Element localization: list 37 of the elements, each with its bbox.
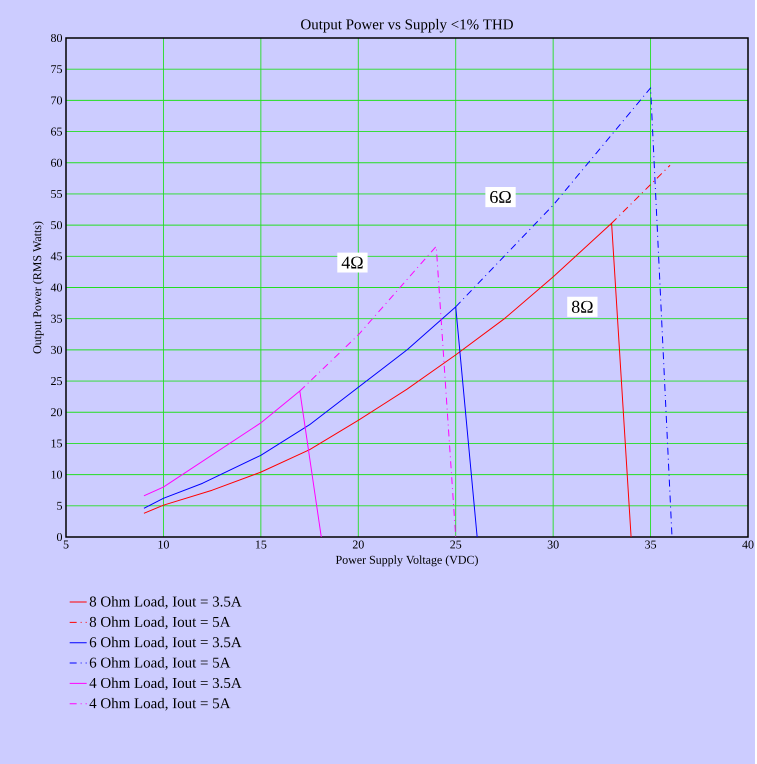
y-tick-label: 55 — [51, 190, 62, 198]
x-tick-label: 15 — [256, 540, 266, 549]
y-tick-label: 60 — [50, 158, 62, 167]
chart-title: Output Power vs Supply <1% THD — [300, 18, 513, 32]
legend-label: 8 Ohm Load, Iout = 5A — [90, 616, 230, 630]
y-tick-label: 35 — [50, 314, 62, 323]
x-tick-label: 10 — [158, 540, 169, 549]
legend-label: 4 Ohm Load, Iout = 3.5A — [89, 677, 242, 690]
y-tick-label: 15 — [51, 439, 62, 448]
y-tick-label: 0 — [56, 532, 62, 542]
x-axis-title: Power Supply Voltage (VDC) — [336, 555, 478, 566]
x-tick-label: 30 — [548, 540, 559, 549]
y-tick-label: 25 — [50, 377, 62, 386]
y-tick-label: 65 — [50, 128, 62, 136]
x-tick-label: 40 — [742, 540, 754, 549]
annotation: 4Ω — [342, 256, 363, 268]
y-axis-title: Output Power (RMS Watts) — [32, 222, 44, 354]
y-tick-label: 70 — [51, 96, 62, 104]
y-tick-label: 40 — [50, 283, 62, 292]
legend-label: 4 Ohm Load, Iout = 5A — [89, 698, 230, 710]
x-tick-label: 5 — [64, 540, 68, 548]
y-tick-label: 75 — [51, 65, 62, 74]
legend-label: 6 Ohm Load, Iout = 5A — [90, 657, 230, 670]
y-tick-label: 50 — [51, 221, 62, 230]
legend-label: 6 Ohm Load, Iout = 3.5A — [90, 636, 242, 650]
annotation: 8Ω — [572, 300, 592, 313]
annotation: 6Ω — [490, 191, 511, 204]
x-tick-label: 25 — [450, 540, 462, 549]
y-tick-label: 20 — [50, 408, 62, 416]
y-tick-label: 5 — [57, 502, 62, 510]
y-tick-label: 30 — [50, 346, 62, 354]
y-tick-label: 80 — [50, 34, 62, 42]
x-tick-label: 20 — [352, 540, 364, 549]
x-tick-label: 35 — [645, 540, 656, 549]
y-tick-label: 45 — [50, 252, 62, 260]
legend-label: 8 Ohm Load, Iout = 3.5A — [90, 596, 242, 609]
y-tick-label: 10 — [51, 470, 62, 479]
